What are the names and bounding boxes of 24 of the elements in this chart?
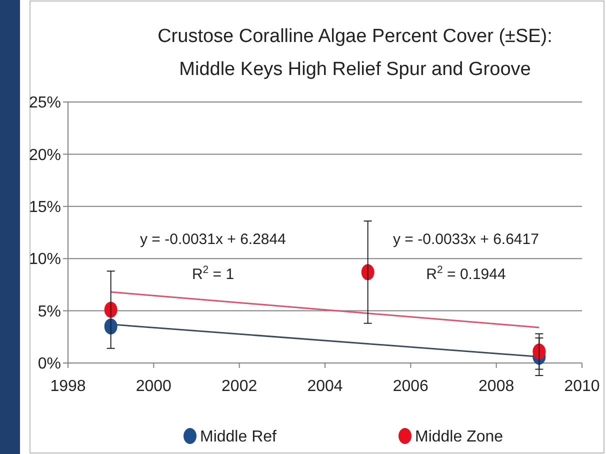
x-tick-label: 2000 (136, 378, 172, 395)
legend-label: Middle Zone (415, 428, 504, 446)
y-tick-label: 10% (28, 251, 61, 268)
point (532, 344, 546, 360)
x-tick-label: 1998 (50, 378, 86, 395)
annotation: y = -0.0031x + 6.2844 (140, 231, 286, 248)
y-tick-label: 15% (28, 199, 61, 216)
chart-title: Crustose Coralline Algae Percent Cover (±SE): Middle Keys High Relief Spur and Groove (158, 26, 552, 80)
point (104, 318, 118, 334)
y-tick-label: 0% (38, 356, 61, 373)
x-tick-label: 2008 (478, 378, 514, 395)
y-tick-label: 20% (28, 146, 61, 164)
point (104, 302, 118, 318)
annotation: y = -0.0033x + 6.6417 (393, 231, 539, 248)
x-tick-label: 2006 (392, 378, 429, 395)
x-tick-label: 2004 (307, 378, 343, 395)
y-tick-label: 5% (38, 303, 61, 320)
annotation: R$^{2}$ = 0.1944 (426, 264, 506, 283)
annotation: R$^{2}$ = 1 (192, 264, 234, 283)
legend-label: Middle Ref (200, 428, 278, 446)
x-tick-label: 2010 (564, 378, 600, 395)
point (361, 264, 374, 280)
x-tick-label: 2002 (222, 378, 258, 395)
y-tick-label: 25% (28, 94, 61, 112)
